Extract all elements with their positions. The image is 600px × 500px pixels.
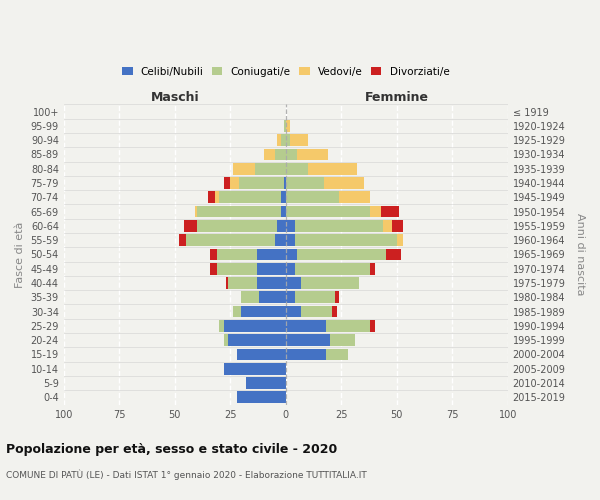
Bar xyxy=(286,148,297,160)
Bar xyxy=(195,206,197,218)
Bar xyxy=(277,220,286,232)
Bar xyxy=(179,234,186,246)
Bar xyxy=(323,177,364,189)
Bar xyxy=(228,277,257,289)
Bar xyxy=(281,192,286,203)
Bar xyxy=(295,220,383,232)
Bar xyxy=(226,277,228,289)
Bar xyxy=(217,263,257,274)
Bar xyxy=(383,220,392,232)
Bar xyxy=(297,148,328,160)
Text: Maschi: Maschi xyxy=(151,92,199,104)
Bar xyxy=(228,334,286,346)
Bar xyxy=(326,348,348,360)
Bar xyxy=(241,292,259,303)
Bar xyxy=(211,263,217,274)
Bar xyxy=(257,248,286,260)
Bar xyxy=(197,206,281,218)
Bar xyxy=(286,163,308,174)
Bar xyxy=(230,177,239,189)
Bar xyxy=(286,263,295,274)
Bar xyxy=(286,248,297,260)
Text: Femmine: Femmine xyxy=(365,92,429,104)
Bar xyxy=(326,320,370,332)
Bar xyxy=(284,177,286,189)
Bar xyxy=(286,120,290,132)
Bar xyxy=(224,320,286,332)
Bar xyxy=(286,134,290,146)
Bar xyxy=(397,234,403,246)
Bar xyxy=(286,320,326,332)
Bar xyxy=(263,148,275,160)
Bar xyxy=(295,292,335,303)
Bar xyxy=(301,306,332,318)
Bar xyxy=(286,292,295,303)
Bar xyxy=(233,163,255,174)
Bar xyxy=(184,220,197,232)
Bar xyxy=(392,220,403,232)
Bar xyxy=(224,177,230,189)
Bar xyxy=(286,334,330,346)
Bar xyxy=(297,248,386,260)
Bar xyxy=(370,263,374,274)
Bar xyxy=(330,334,355,346)
Bar xyxy=(257,263,286,274)
Bar xyxy=(275,234,286,246)
Bar xyxy=(233,306,241,318)
Bar xyxy=(286,348,326,360)
Bar xyxy=(197,220,277,232)
Bar xyxy=(186,234,275,246)
Bar xyxy=(239,177,284,189)
Legend: Celibi/Nubili, Coniugati/e, Vedovi/e, Divorziati/e: Celibi/Nubili, Coniugati/e, Vedovi/e, Di… xyxy=(122,66,449,76)
Bar xyxy=(255,163,286,174)
Bar xyxy=(286,306,301,318)
Bar xyxy=(259,292,286,303)
Bar xyxy=(281,134,286,146)
Text: Popolazione per età, sesso e stato civile - 2020: Popolazione per età, sesso e stato civil… xyxy=(6,442,337,456)
Bar xyxy=(370,320,374,332)
Bar xyxy=(335,292,339,303)
Bar xyxy=(224,363,286,374)
Bar xyxy=(295,263,370,274)
Bar xyxy=(281,206,286,218)
Bar xyxy=(219,192,281,203)
Y-axis label: Anni di nascita: Anni di nascita xyxy=(575,213,585,296)
Bar xyxy=(286,220,295,232)
Bar xyxy=(370,206,381,218)
Bar xyxy=(277,134,281,146)
Bar xyxy=(237,392,286,403)
Bar xyxy=(286,206,370,218)
Bar xyxy=(208,192,215,203)
Bar xyxy=(339,192,370,203)
Bar xyxy=(381,206,399,218)
Bar xyxy=(284,120,286,132)
Bar xyxy=(217,248,257,260)
Text: COMUNE DI PATÙ (LE) - Dati ISTAT 1° gennaio 2020 - Elaborazione TUTTITALIA.IT: COMUNE DI PATÙ (LE) - Dati ISTAT 1° genn… xyxy=(6,469,367,480)
Bar xyxy=(246,377,286,389)
Bar xyxy=(219,320,224,332)
Bar xyxy=(308,163,357,174)
Bar xyxy=(301,277,359,289)
Bar xyxy=(237,348,286,360)
Bar xyxy=(224,334,228,346)
Bar xyxy=(286,277,301,289)
Bar xyxy=(286,192,339,203)
Bar xyxy=(215,192,219,203)
Bar xyxy=(257,277,286,289)
Bar xyxy=(275,148,286,160)
Bar xyxy=(286,177,323,189)
Bar xyxy=(332,306,337,318)
Bar xyxy=(211,248,217,260)
Bar xyxy=(286,234,295,246)
Bar xyxy=(295,234,397,246)
Bar xyxy=(241,306,286,318)
Y-axis label: Fasce di età: Fasce di età xyxy=(15,221,25,288)
Bar xyxy=(386,248,401,260)
Bar xyxy=(290,134,308,146)
